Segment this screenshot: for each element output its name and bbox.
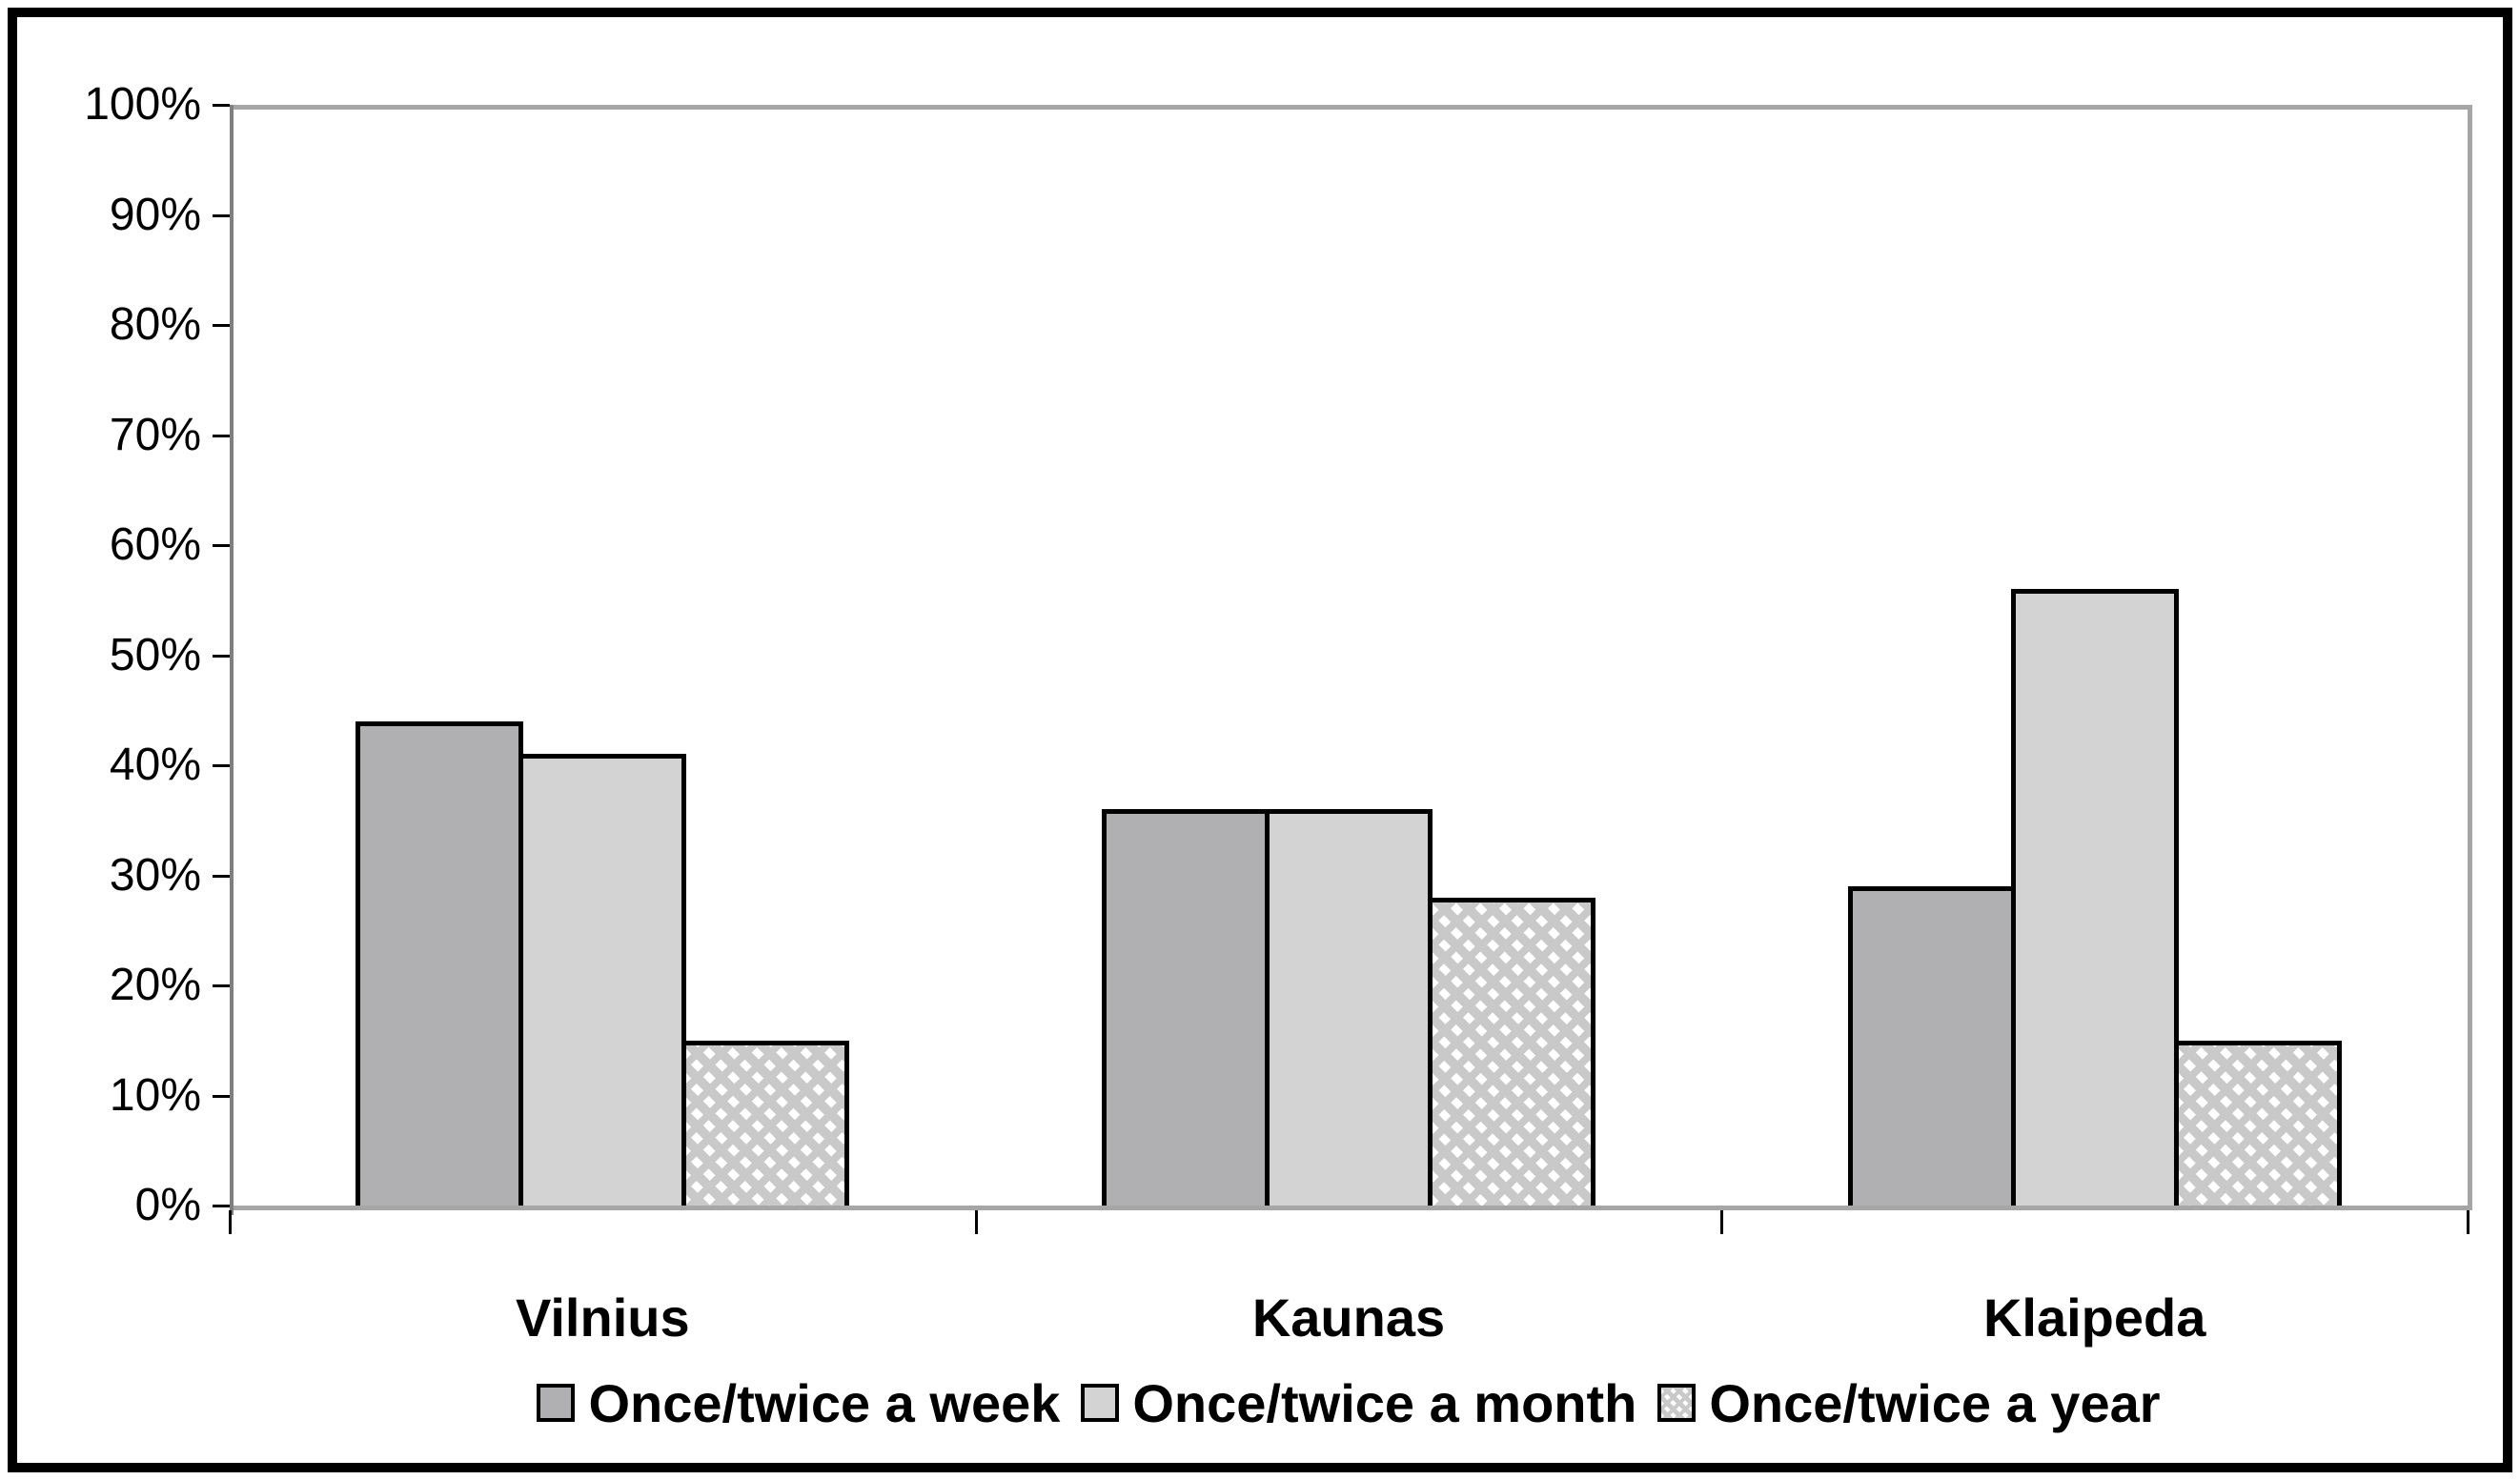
y-tick-label: 30%: [109, 849, 201, 901]
y-tick-label: 20%: [109, 960, 201, 1010]
y-tick: [213, 434, 230, 437]
bar-kaunas-series-2: [1265, 809, 1433, 1206]
bar-kaunas-series-1: [1102, 809, 1270, 1206]
category-label-vilnius: Vilnius: [516, 1287, 690, 1348]
x-axis-line: [230, 1206, 2472, 1210]
y-tick: [213, 104, 230, 107]
bar-vilnius-series-2: [518, 754, 686, 1206]
plot-right-border: [2468, 105, 2472, 1210]
legend-label-1: Once/twice a week: [588, 1372, 1061, 1433]
category-label-kaunas: Kaunas: [1251, 1287, 1446, 1348]
chart-frame: 0% 10% 20% 30% 40% 50% 60% 70% 80% 90% 100% Vilnius…: [8, 8, 2512, 1472]
legend-item-3: Once/twice a year: [1657, 1372, 2161, 1434]
legend-label-3: Once/twice a year: [1709, 1372, 2161, 1433]
x-tick: [229, 1210, 232, 1234]
category-label-klaipeda: Klaipeda: [1982, 1287, 2206, 1348]
plot-top-border: [230, 105, 2472, 110]
legend-label-2: Once/twice a month: [1132, 1372, 1637, 1433]
y-tick-label: 60%: [109, 519, 201, 570]
y-tick: [213, 213, 230, 217]
legend-item-1: Once/twice a week: [537, 1372, 1060, 1434]
bar-kaunas-series-3: [1428, 898, 1595, 1206]
y-tick: [213, 874, 230, 878]
legend-swatch-1: [537, 1384, 576, 1422]
y-tick-label: 0%: [134, 1180, 201, 1230]
bar-klaipeda-series-2: [2011, 589, 2179, 1206]
y-tick-label: 70%: [109, 409, 201, 460]
y-tick: [213, 544, 230, 547]
y-tick-label: 50%: [109, 629, 201, 680]
y-tick: [213, 1205, 230, 1207]
y-tick: [213, 764, 230, 767]
y-tick: [213, 1094, 230, 1098]
plot-area: 0% 10% 20% 30% 40% 50% 60% 70% 80% 90% 100% Vilnius…: [17, 17, 2503, 1463]
legend: Once/twice a week Once/twice a month Once/…: [230, 1369, 2468, 1436]
x-tick: [2467, 1210, 2469, 1234]
y-tick-label: 90%: [109, 189, 201, 240]
bar-klaipeda-series-3: [2174, 1041, 2342, 1206]
y-tick: [213, 324, 230, 327]
y-tick-label: 100%: [84, 79, 201, 130]
bar-vilnius-series-1: [356, 721, 523, 1206]
x-tick: [974, 1210, 978, 1234]
bar-vilnius-series-3: [681, 1041, 849, 1206]
y-tick: [213, 654, 230, 658]
bar-klaipeda-series-1: [1848, 886, 2016, 1206]
legend-item-2: Once/twice a month: [1081, 1372, 1636, 1434]
y-tick-label: 40%: [109, 740, 201, 790]
legend-swatch-3: [1657, 1384, 1697, 1422]
y-tick-label: 80%: [109, 299, 201, 350]
legend-swatch-2: [1081, 1384, 1120, 1422]
y-tick: [213, 984, 230, 987]
y-tick-label: 10%: [109, 1069, 201, 1121]
x-tick: [1720, 1210, 1724, 1234]
y-axis-line: [230, 105, 234, 1215]
